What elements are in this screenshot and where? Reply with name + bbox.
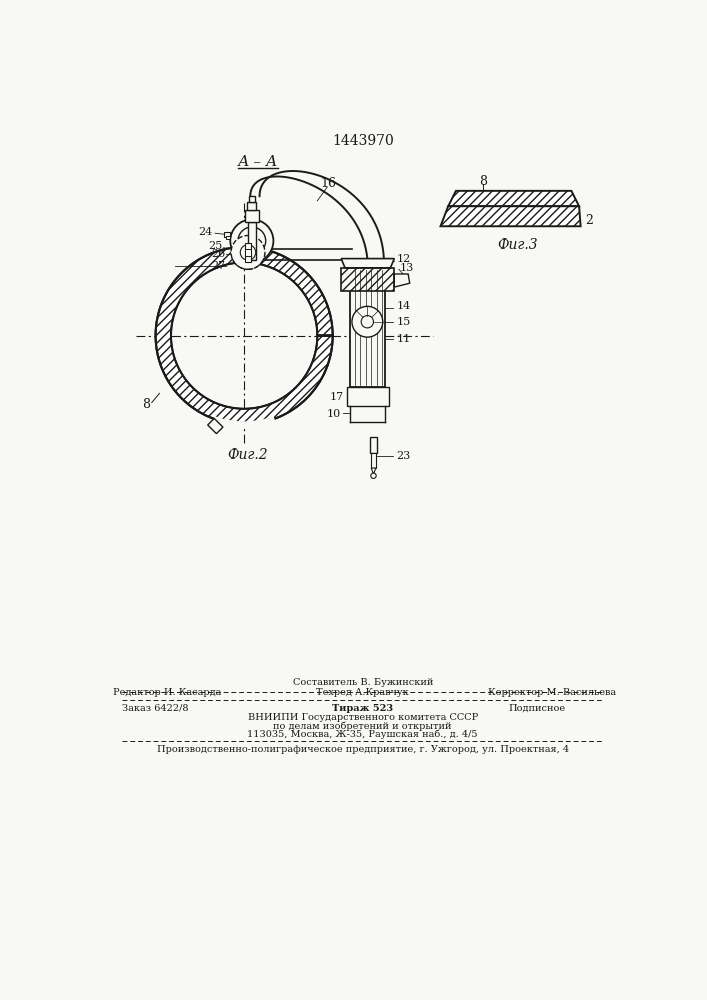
Text: Корректор М. Васильева: Корректор М. Васильева [488, 688, 617, 697]
Bar [370, 437, 377, 453]
Circle shape [370, 473, 376, 478]
Text: Техред А.Кравчук: Техред А.Кравчук [316, 688, 409, 697]
Bar [346, 387, 389, 406]
Text: Составитель В. Бужинский: Составитель В. Бужинский [293, 678, 433, 687]
Polygon shape [341, 259, 395, 268]
Bar [249, 196, 255, 202]
Circle shape [361, 316, 373, 328]
Text: 27: 27 [211, 261, 225, 271]
Circle shape [230, 219, 274, 262]
Text: 26: 26 [211, 249, 225, 259]
Text: 10: 10 [326, 409, 340, 419]
Circle shape [231, 235, 265, 269]
Polygon shape [156, 247, 333, 424]
Text: ВНИИПИ Государственного комитета СССР: ВНИИПИ Государственного комитета СССР [247, 713, 478, 722]
Bar [245, 210, 259, 222]
Polygon shape [341, 268, 395, 291]
Bar [248, 222, 256, 260]
Text: 2: 2 [585, 214, 593, 227]
Text: Фиг.3: Фиг.3 [497, 238, 538, 252]
Text: 25: 25 [209, 241, 223, 251]
Bar [351, 268, 385, 387]
Text: 113035, Москва, Ж-35, Раушская наб., д. 4/5: 113035, Москва, Ж-35, Раушская наб., д. … [247, 730, 478, 739]
Text: Производственно-полиграфическое предприятие, г. Ужгород, ул. Проектная, 4: Производственно-полиграфическое предприя… [157, 745, 569, 754]
Text: Подписное: Подписное [508, 704, 566, 713]
Bar [247, 202, 257, 210]
Text: 15: 15 [397, 317, 411, 327]
Text: Фиг.2: Фиг.2 [228, 448, 268, 462]
Text: 13: 13 [399, 263, 414, 273]
Text: 1443970: 1443970 [332, 134, 394, 148]
Text: 23: 23 [397, 451, 411, 461]
Text: Заказ 6422/8: Заказ 6422/8 [122, 704, 189, 713]
Bar [245, 249, 251, 256]
Text: 8: 8 [479, 175, 487, 188]
Polygon shape [371, 468, 376, 474]
Text: 11: 11 [397, 334, 411, 344]
Circle shape [238, 227, 266, 255]
Bar [208, 418, 223, 434]
Polygon shape [448, 191, 579, 206]
Circle shape [240, 245, 256, 260]
Bar [226, 236, 230, 239]
Bar [245, 243, 251, 262]
Text: 12: 12 [397, 254, 411, 264]
Text: Редактор И. Касарда: Редактор И. Касарда [113, 688, 221, 697]
Text: А – А: А – А [238, 155, 278, 169]
Bar [224, 232, 230, 237]
Text: 14: 14 [397, 301, 411, 311]
Text: Тираж 523: Тираж 523 [332, 704, 393, 713]
Bar [371, 453, 376, 468]
Circle shape [352, 306, 382, 337]
Text: 17: 17 [330, 392, 344, 402]
Polygon shape [440, 206, 580, 226]
Text: по делам изобретений и открытий: по делам изобретений и открытий [274, 721, 452, 731]
Polygon shape [395, 274, 409, 287]
Text: 16: 16 [321, 177, 337, 190]
Text: 8: 8 [142, 398, 151, 411]
Text: 24: 24 [199, 227, 213, 237]
